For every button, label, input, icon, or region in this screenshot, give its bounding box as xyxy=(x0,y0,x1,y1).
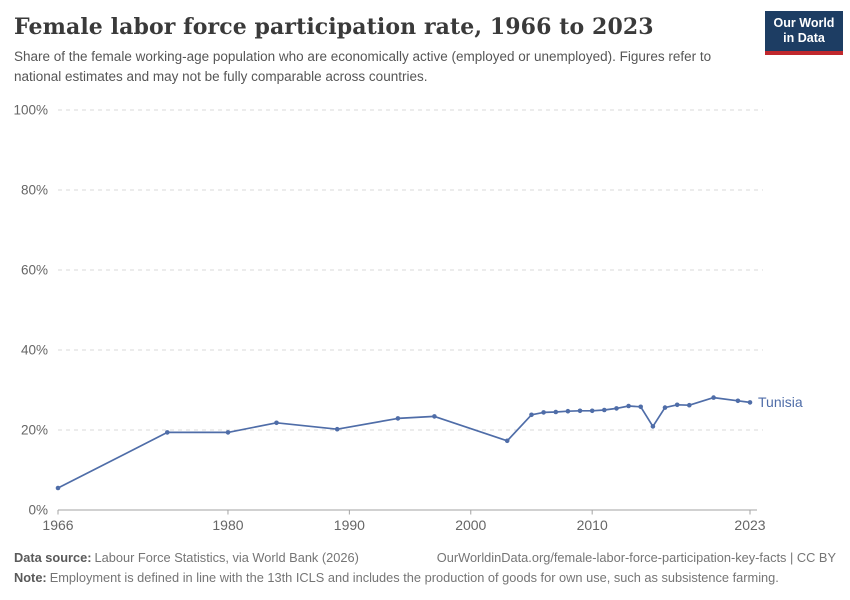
y-axis-tick-label: 100% xyxy=(13,103,48,118)
owid-logo-line2: in Data xyxy=(783,31,825,46)
data-point xyxy=(225,430,231,435)
data-point xyxy=(529,412,534,418)
data-point xyxy=(504,438,510,444)
data-point xyxy=(274,420,279,426)
chart-title: Female labor force participation rate, 1… xyxy=(14,14,654,40)
x-axis-tick-label: 2023 xyxy=(734,517,765,533)
note-label: Note: xyxy=(14,569,47,585)
chart-url-link[interactable]: OurWorldinData.org/female-labor-force-pa… xyxy=(436,549,836,565)
data-point xyxy=(165,430,170,435)
footer-note-row: Note: Employment is defined in line with … xyxy=(14,568,836,588)
x-axis-tick-label: 1966 xyxy=(42,517,73,533)
data-point xyxy=(541,410,546,415)
data-point xyxy=(432,414,437,419)
x-axis-tick-label: 2000 xyxy=(455,517,486,533)
data-point xyxy=(395,416,401,421)
note-text: Employment is defined in line with the 1… xyxy=(49,569,779,585)
x-axis-tick-label: 1990 xyxy=(334,517,365,533)
data-point xyxy=(687,402,692,408)
data-point xyxy=(711,395,716,400)
x-axis-tick-label: 1980 xyxy=(212,517,243,533)
y-axis-tick-label: 40% xyxy=(21,343,48,358)
y-axis-tick-label: 20% xyxy=(21,423,48,438)
chart-footer: Data source: Labour Force Statistics, via… xyxy=(14,548,836,588)
data-point xyxy=(650,424,656,429)
data-point xyxy=(565,408,571,414)
y-axis-tick-label: 80% xyxy=(21,183,48,198)
owid-logo-line1: Our World xyxy=(773,16,835,30)
data-point xyxy=(626,403,631,409)
y-axis-tick-label: 0% xyxy=(28,503,48,518)
data-point xyxy=(589,408,595,414)
data-point xyxy=(614,406,619,411)
data-point xyxy=(662,405,668,410)
series-line-tunisia xyxy=(57,396,751,489)
data-point xyxy=(674,402,680,408)
owid-logo: Our World in Data xyxy=(765,11,843,55)
data-point xyxy=(577,408,583,414)
y-axis-tick-label: 60% xyxy=(21,263,48,278)
data-source: Data source: Labour Force Statistics, via… xyxy=(14,548,359,568)
data-point xyxy=(638,404,643,410)
data-point xyxy=(334,426,340,432)
footer-source-row: Data source: Labour Force Statistics, via… xyxy=(14,548,836,568)
data-point xyxy=(747,400,753,405)
data-source-text: Labour Force Statistics, via World Bank … xyxy=(94,549,359,565)
data-source-label: Data source: xyxy=(14,549,92,565)
data-point xyxy=(55,485,61,491)
chart-subtitle: Share of the female working-age populati… xyxy=(14,49,712,84)
x-axis-tick-label: 2010 xyxy=(577,517,608,533)
data-point xyxy=(735,398,741,404)
series-end-label: Tunisia xyxy=(758,394,803,410)
data-point xyxy=(553,409,559,415)
chart-header: Female labor force participation rate, 1… xyxy=(14,14,754,87)
data-point xyxy=(602,407,607,413)
